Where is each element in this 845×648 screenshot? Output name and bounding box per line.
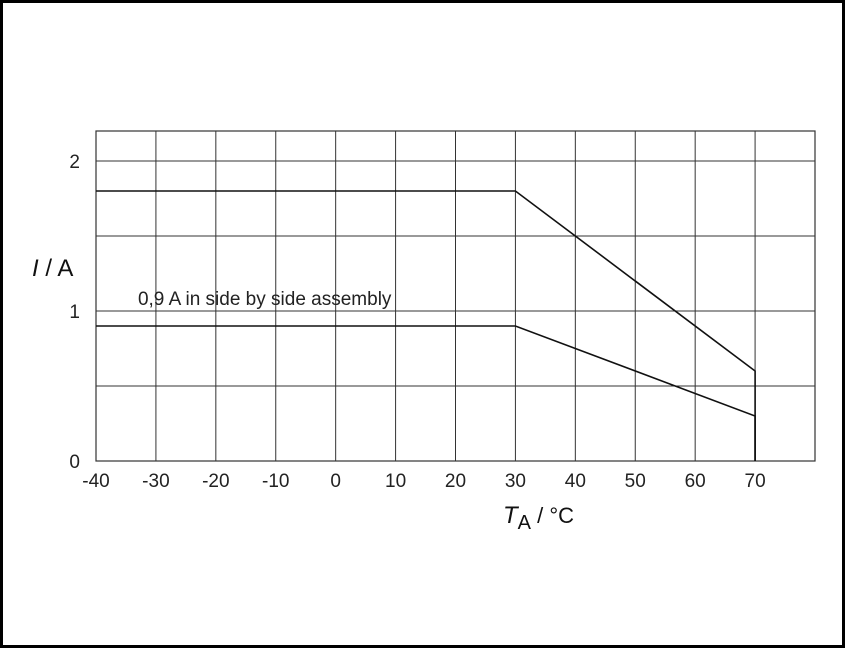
series-layer — [96, 190, 756, 461]
x-tick-label: 40 — [565, 471, 586, 492]
x-tick-label: 30 — [505, 471, 526, 492]
x-axis-label-unit: / °C — [531, 503, 574, 528]
x-tick-label: 60 — [685, 471, 706, 492]
x-tick-label: -40 — [82, 471, 109, 492]
x-tick-label: 0 — [330, 471, 341, 492]
x-axis-label-symbol: T — [503, 502, 520, 529]
y-axis-label-unit: / A — [39, 255, 74, 282]
y-tick-label: 0 — [69, 452, 80, 473]
annotations: 0,9 A in side by side assembly — [138, 289, 392, 310]
x-tick-label: -10 — [262, 471, 289, 492]
x-tick-label: 20 — [445, 471, 466, 492]
x-tick-label: -30 — [142, 471, 169, 492]
x-axis-label: TA / °C — [503, 502, 574, 534]
x-tick-label: 10 — [385, 471, 406, 492]
annotation-label: 0,9 A in side by side assembly — [138, 289, 392, 310]
x-tick-label: 50 — [625, 471, 646, 492]
x-tick-label: -20 — [202, 471, 229, 492]
grid — [95, 130, 816, 462]
y-tick-label: 1 — [69, 302, 80, 323]
tick-labels: -40 -30 -20 -10 0 10 20 30 40 50 60 70 0 1 2 — [69, 152, 765, 492]
y-tick-label: 2 — [69, 152, 80, 173]
x-tick-label: 70 — [745, 471, 766, 492]
y-axis-label-symbol: I — [32, 255, 39, 282]
x-axis-label-subscript: A — [518, 512, 532, 534]
series-line-2 — [96, 325, 756, 461]
y-axis-label: I / A — [32, 255, 73, 282]
